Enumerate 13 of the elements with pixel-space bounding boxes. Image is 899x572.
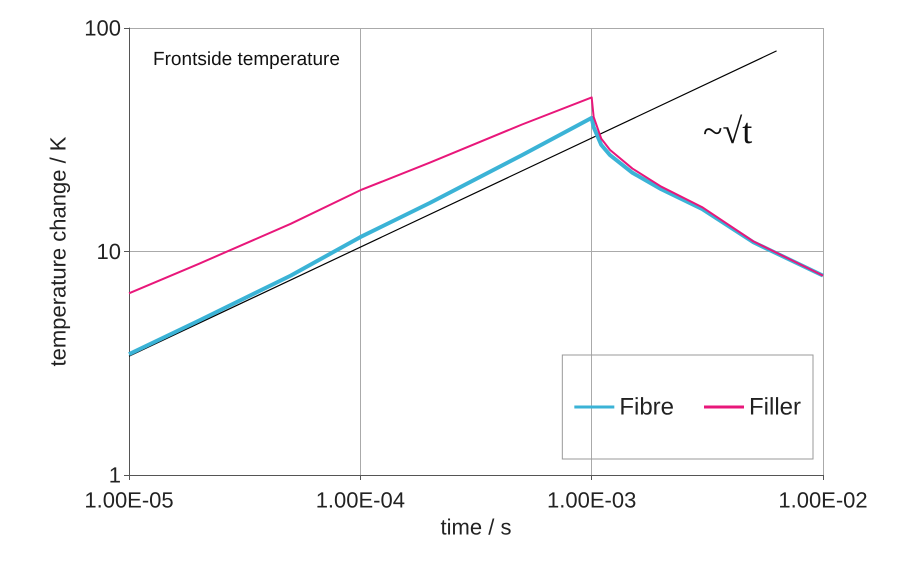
y-axis-title: temperature change / K (46, 136, 70, 366)
x-tick-label: 1.00E-05 (84, 488, 174, 512)
y-tick-label: 10 (96, 239, 121, 264)
legend-label: Filler (749, 394, 802, 420)
y-tick-label: 1 (108, 462, 121, 488)
legend-label: Fibre (619, 394, 674, 420)
x-tick-label: 1.00E-03 (547, 488, 636, 512)
x-tick-label: 1.00E-04 (316, 488, 405, 512)
x-tick-label: 1.00E-02 (778, 488, 868, 512)
annotation: Frontside temperature (153, 49, 340, 70)
x-axis-title: time / s (440, 514, 512, 540)
y-tick-label: 100 (84, 16, 121, 40)
annotation: ~√t (703, 111, 752, 151)
